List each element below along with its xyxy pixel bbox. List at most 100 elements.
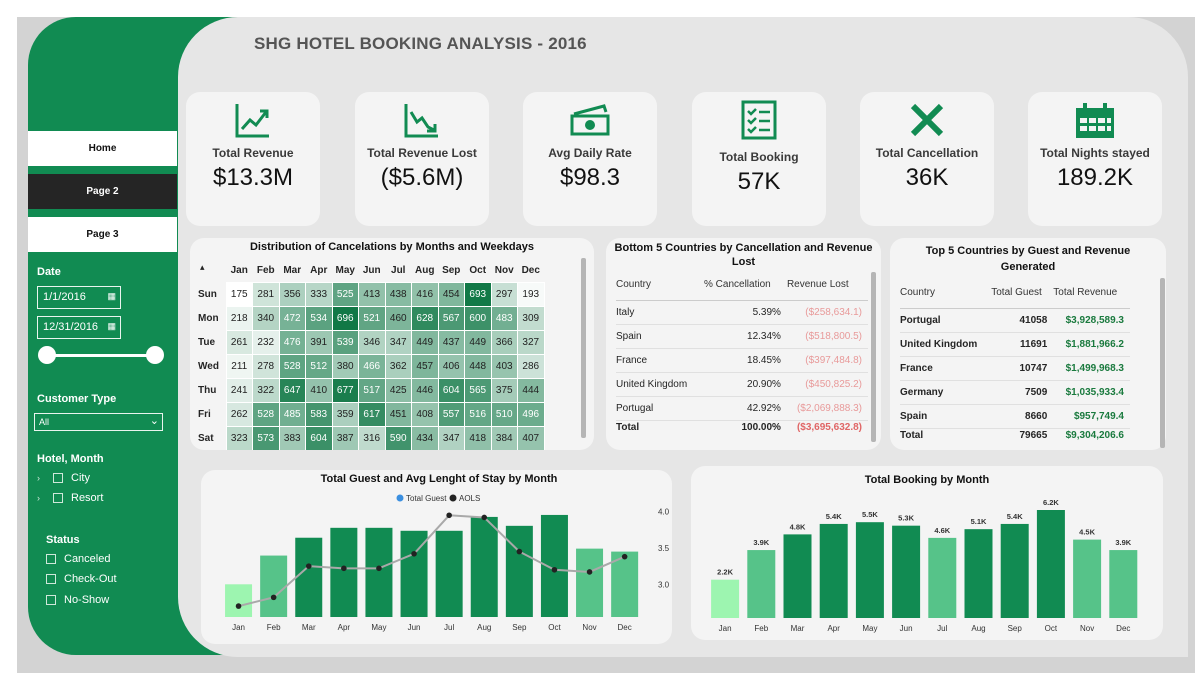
- heatmap-cell[interactable]: 380: [331, 353, 359, 379]
- expand-chevron-icon[interactable]: ›: [37, 493, 40, 503]
- heatmap-cell[interactable]: 444: [517, 377, 545, 403]
- heatmap-cell[interactable]: 322: [252, 377, 280, 403]
- heatmap-cell[interactable]: 528: [252, 401, 280, 427]
- heatmap-cell[interactable]: 521: [358, 305, 386, 331]
- heatmap-cell[interactable]: 567: [437, 305, 465, 331]
- heatmap-cell[interactable]: 391: [305, 329, 333, 355]
- hotel-option-resort[interactable]: › Resort: [37, 492, 103, 504]
- table-total-row[interactable]: Total 79665 $9,304,206.6: [900, 428, 1130, 442]
- hotel-option-city[interactable]: › City: [37, 472, 90, 484]
- table-row[interactable]: Spain 8660 $957,749.4: [900, 404, 1130, 429]
- column-header[interactable]: Country: [900, 278, 992, 309]
- table-row[interactable]: Portugal 42.92% ($2,069,888.3): [616, 396, 868, 421]
- heatmap-cell[interactable]: 496: [517, 401, 545, 427]
- checkbox[interactable]: [46, 574, 56, 584]
- heatmap-cell[interactable]: 617: [358, 401, 386, 427]
- heatmap-cell[interactable]: 261: [225, 329, 253, 355]
- heatmap-cell[interactable]: 403: [490, 353, 518, 379]
- heatmap-cell[interactable]: 281: [252, 281, 280, 307]
- heatmap-cell[interactable]: 297: [490, 281, 518, 307]
- heatmap-cell[interactable]: 262: [225, 401, 253, 427]
- heatmap-cell[interactable]: 647: [278, 377, 306, 403]
- heatmap-cell[interactable]: 600: [464, 305, 492, 331]
- heatmap-cell[interactable]: 383: [278, 425, 306, 450]
- calendar-icon[interactable]: ▦: [107, 321, 116, 331]
- date-range-slider[interactable]: [47, 354, 155, 357]
- column-header[interactable]: Total Guest: [991, 278, 1054, 309]
- heatmap-cell[interactable]: 413: [358, 281, 386, 307]
- heatmap-cell[interactable]: 448: [464, 353, 492, 379]
- nav-page2-button[interactable]: Page 2: [28, 174, 177, 209]
- table-row[interactable]: France 10747 $1,499,968.3: [900, 356, 1130, 381]
- heatmap-cell[interactable]: 525: [331, 281, 359, 307]
- table-row[interactable]: Spain 12.34% ($518,800.5): [616, 324, 868, 349]
- slider-start-handle[interactable]: [38, 346, 56, 364]
- heatmap-cell[interactable]: 359: [331, 401, 359, 427]
- heatmap-cell[interactable]: 583: [305, 401, 333, 427]
- heatmap-cell[interactable]: 406: [437, 353, 465, 379]
- heatmap-cell[interactable]: 466: [358, 353, 386, 379]
- heatmap-cell[interactable]: 384: [490, 425, 518, 450]
- heatmap-cell[interactable]: 565: [464, 377, 492, 403]
- heatmap-cell[interactable]: 528: [278, 353, 306, 379]
- heatmap-cell[interactable]: 241: [225, 377, 253, 403]
- heatmap-cell[interactable]: 346: [358, 329, 386, 355]
- heatmap-cell[interactable]: 485: [278, 401, 306, 427]
- scrollbar[interactable]: [581, 258, 586, 438]
- heatmap-cell[interactable]: 604: [305, 425, 333, 450]
- status-option-noshow[interactable]: No-Show: [46, 594, 109, 606]
- heatmap-cell[interactable]: 333: [305, 281, 333, 307]
- column-header[interactable]: Revenue Lost: [786, 270, 868, 301]
- expand-chevron-icon[interactable]: ›: [37, 473, 40, 483]
- calendar-icon[interactable]: ▦: [107, 291, 116, 301]
- heatmap-cell[interactable]: 327: [517, 329, 545, 355]
- heatmap-cell[interactable]: 425: [384, 377, 412, 403]
- heatmap-cell[interactable]: 677: [331, 377, 359, 403]
- heatmap-cell[interactable]: 557: [437, 401, 465, 427]
- checkbox[interactable]: [53, 473, 63, 483]
- heatmap-cell[interactable]: 460: [384, 305, 412, 331]
- heatmap-cell[interactable]: 483: [490, 305, 518, 331]
- heatmap-cell[interactable]: 366: [490, 329, 518, 355]
- table-row[interactable]: United Kingdom 11691 $1,881,966.2: [900, 332, 1130, 357]
- heatmap-cell[interactable]: 218: [225, 305, 253, 331]
- heatmap-cell[interactable]: 362: [384, 353, 412, 379]
- scrollbar[interactable]: [1160, 278, 1165, 448]
- heatmap-cell[interactable]: 175: [225, 281, 253, 307]
- heatmap-cell[interactable]: 573: [252, 425, 280, 450]
- checkbox[interactable]: [46, 595, 56, 605]
- heatmap-cell[interactable]: 347: [437, 425, 465, 450]
- heatmap-cell[interactable]: 454: [437, 281, 465, 307]
- heatmap-cell[interactable]: 407: [517, 425, 545, 450]
- heatmap-cell[interactable]: 437: [437, 329, 465, 355]
- heatmap-cell[interactable]: 472: [278, 305, 306, 331]
- table-row[interactable]: Italy 5.39% ($258,634.1): [616, 300, 868, 325]
- heatmap-cell[interactable]: 323: [225, 425, 253, 450]
- heatmap-cell[interactable]: 446: [411, 377, 439, 403]
- heatmap-cell[interactable]: 434: [411, 425, 439, 450]
- slider-end-handle[interactable]: [146, 346, 164, 364]
- heatmap-cell[interactable]: 408: [411, 401, 439, 427]
- sort-icon[interactable]: ▴: [200, 262, 205, 272]
- table-total-row[interactable]: Total 100.00% ($3,695,632.8): [616, 420, 868, 434]
- heatmap-cell[interactable]: 516: [464, 401, 492, 427]
- column-header[interactable]: Total Revenue: [1053, 278, 1130, 309]
- date-end-input[interactable]: 12/31/2016 ▦: [37, 316, 121, 339]
- table-row[interactable]: France 18.45% ($397,484.8): [616, 348, 868, 373]
- heatmap-cell[interactable]: 356: [278, 281, 306, 307]
- table-row[interactable]: Germany 7509 $1,035,933.4: [900, 380, 1130, 405]
- heatmap-cell[interactable]: 309: [517, 305, 545, 331]
- status-option-checkout[interactable]: Check-Out: [46, 573, 117, 585]
- heatmap-cell[interactable]: 438: [384, 281, 412, 307]
- heatmap-cell[interactable]: 416: [411, 281, 439, 307]
- heatmap-cell[interactable]: 604: [437, 377, 465, 403]
- heatmap-cell[interactable]: 512: [305, 353, 333, 379]
- heatmap-cell[interactable]: 410: [305, 377, 333, 403]
- heatmap-cell[interactable]: 387: [331, 425, 359, 450]
- status-option-canceled[interactable]: Canceled: [46, 553, 110, 565]
- heatmap-cell[interactable]: 278: [252, 353, 280, 379]
- heatmap-cell[interactable]: 510: [490, 401, 518, 427]
- nav-page3-button[interactable]: Page 3: [28, 217, 177, 252]
- heatmap-cell[interactable]: 693: [464, 281, 492, 307]
- scrollbar[interactable]: [871, 272, 876, 442]
